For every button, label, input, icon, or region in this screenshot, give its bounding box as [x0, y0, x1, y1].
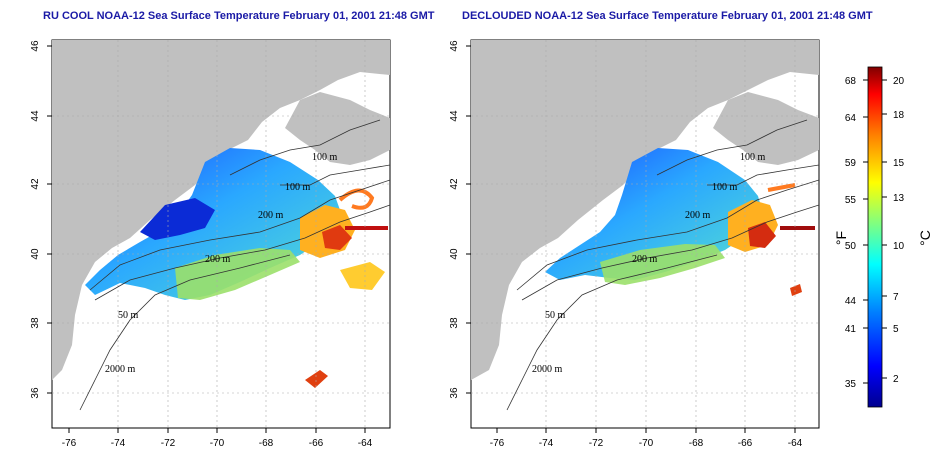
fahrenheit-tick-label: 64: [845, 113, 857, 124]
y-tick-label: 38: [449, 317, 460, 329]
x-tick-label: -68: [689, 438, 704, 449]
colorbar-ticks: [863, 79, 887, 384]
y-tick-label: 38: [30, 317, 41, 329]
x-tick-label: -64: [358, 438, 373, 449]
right-map-title: DECLOUDED NOAA-12 Sea Surface Temperatur…: [462, 10, 873, 22]
contour-label: 2000 m: [532, 364, 563, 375]
y-tick-label: 40: [30, 248, 41, 260]
celsius-tick-label: 13: [893, 193, 905, 204]
fahrenheit-tick-label: 68: [845, 76, 857, 87]
fahrenheit-tick-label: 55: [845, 195, 857, 206]
temperature-colorbar: 68 64 59 55 50 44 41 35 20 18 15 13 10 7…: [833, 66, 933, 408]
y-tick-label: 42: [30, 178, 41, 190]
y-tick-label: 44: [449, 110, 460, 122]
x-tick-label: -70: [639, 438, 654, 449]
sst-distant-fleck: [305, 370, 328, 388]
axis-ticks: [466, 45, 796, 433]
land-mass: [471, 40, 819, 380]
y-tick-label: 36: [30, 387, 41, 399]
contour-label: 100 m: [712, 182, 738, 193]
fahrenheit-tick-label: 50: [845, 241, 857, 252]
x-tick-label: -66: [309, 438, 324, 449]
x-tick-label: -76: [62, 438, 77, 449]
celsius-unit-label: °C: [917, 230, 933, 246]
contour-label: 100 m: [312, 152, 338, 163]
right-map-panel: 100 m 100 m 200 m 200 m 50 m 2000 m -76 …: [449, 39, 820, 449]
graticule: [52, 40, 390, 428]
fahrenheit-tick-label: 35: [845, 379, 857, 390]
contour-label: 200 m: [205, 254, 231, 265]
celsius-tick-label: 7: [893, 292, 899, 303]
celsius-tick-label: 5: [893, 324, 899, 335]
y-tick-label: 36: [449, 387, 460, 399]
x-tick-label: -74: [111, 438, 126, 449]
left-map-panel: 100 m 100 m 200 m 200 m 50 m 2000 m -76 …: [30, 39, 391, 449]
x-tick-label: -64: [788, 438, 803, 449]
bathymetry-contours: [79, 119, 390, 411]
contour-label: 50 m: [545, 310, 566, 321]
x-tick-label: -68: [259, 438, 274, 449]
x-tick-label: -66: [738, 438, 753, 449]
contour-label: 2000 m: [105, 364, 136, 375]
y-tick-label: 44: [30, 110, 41, 122]
fahrenheit-tick-label: 41: [845, 324, 857, 335]
x-tick-label: -72: [161, 438, 176, 449]
sst-gulf-stream-core: [748, 222, 776, 248]
celsius-tick-label: 15: [893, 158, 905, 169]
y-tick-label: 40: [449, 248, 460, 260]
contour-label: 200 m: [632, 254, 658, 265]
sst-cold-patch: [140, 198, 215, 240]
celsius-tick-label: 2: [893, 374, 899, 385]
sst-eddy: [338, 188, 375, 210]
contour-label: 200 m: [685, 210, 711, 221]
fahrenheit-unit-label: °F: [833, 231, 849, 245]
left-map-title: RU COOL NOAA-12 Sea Surface Temperature …: [43, 10, 435, 22]
bathymetry-contours: [506, 119, 819, 411]
fahrenheit-tick-label: 59: [845, 158, 857, 169]
y-tick-label: 42: [449, 178, 460, 190]
x-tick-label: -76: [490, 438, 505, 449]
celsius-tick-label: 20: [893, 76, 905, 87]
sst-distant-fleck: [790, 284, 802, 296]
axis-ticks: [47, 45, 366, 433]
sst-eddy: [767, 183, 796, 192]
y-tick-label: 46: [30, 40, 41, 52]
celsius-tick-label: 18: [893, 110, 905, 121]
nova-scotia-land: [713, 92, 819, 165]
contour-label: 100 m: [285, 182, 311, 193]
y-tick-label: 46: [449, 40, 460, 52]
sst-offshore-patch: [340, 262, 385, 290]
contour-label: 50 m: [118, 310, 139, 321]
sst-gulf-stream-core: [322, 225, 352, 250]
contour-label: 100 m: [740, 152, 766, 163]
contour-label: 200 m: [258, 210, 284, 221]
graticule: [471, 40, 819, 428]
colorbar-gradient: [867, 66, 883, 408]
land-mass: [52, 40, 390, 380]
fahrenheit-tick-label: 44: [845, 296, 857, 307]
x-tick-label: -74: [539, 438, 554, 449]
x-tick-label: -70: [210, 438, 225, 449]
celsius-tick-label: 10: [893, 241, 905, 252]
x-tick-label: -72: [589, 438, 604, 449]
